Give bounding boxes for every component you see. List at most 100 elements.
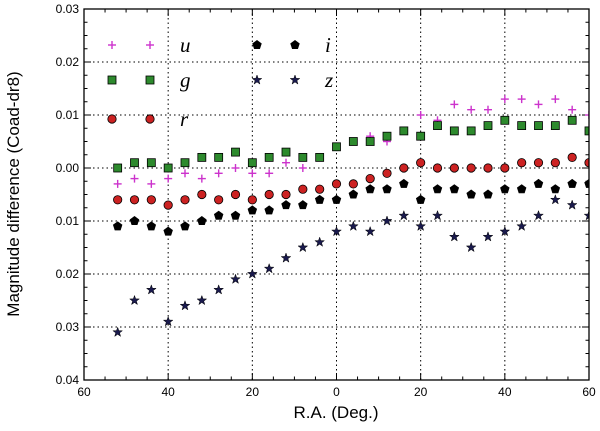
x-tick-label: 60 bbox=[77, 385, 91, 399]
point-r bbox=[416, 158, 426, 168]
point-g bbox=[113, 163, 123, 173]
x-tick-label: 20 bbox=[246, 385, 260, 399]
legend-marker-r bbox=[107, 114, 117, 124]
point-z bbox=[230, 273, 241, 284]
point-r bbox=[483, 163, 493, 173]
point-i bbox=[516, 184, 527, 194]
point-i bbox=[382, 184, 392, 194]
point-i bbox=[449, 184, 460, 194]
point-i bbox=[415, 194, 426, 204]
point-g bbox=[517, 121, 527, 130]
point-r bbox=[197, 189, 207, 200]
legend-entry-g: g bbox=[107, 68, 191, 92]
point-g bbox=[550, 121, 560, 130]
point-u bbox=[534, 100, 543, 109]
point-u bbox=[450, 100, 459, 109]
point-z bbox=[448, 231, 460, 242]
point-i bbox=[432, 184, 443, 194]
point-i bbox=[550, 184, 561, 194]
point-i bbox=[500, 184, 510, 194]
point-r bbox=[230, 189, 241, 200]
point-i bbox=[466, 189, 476, 199]
point-i bbox=[584, 178, 589, 188]
point-g bbox=[231, 147, 240, 157]
point-z bbox=[566, 199, 578, 210]
point-g bbox=[567, 115, 577, 125]
point-g bbox=[483, 121, 493, 130]
point-g bbox=[130, 158, 139, 168]
point-r bbox=[129, 195, 140, 205]
point-r bbox=[550, 158, 560, 168]
point-g bbox=[146, 158, 156, 168]
y-axis-title: Magnitude difference (Coad-dr8) bbox=[4, 71, 23, 316]
point-u bbox=[568, 105, 577, 114]
point-i bbox=[247, 205, 258, 215]
y-tick-label: 0.01 bbox=[56, 214, 80, 228]
legend-entry-r: r bbox=[107, 107, 189, 131]
point-i bbox=[213, 210, 224, 220]
point-i bbox=[331, 194, 342, 204]
point-g bbox=[247, 158, 257, 168]
point-u bbox=[585, 111, 589, 119]
series-g bbox=[113, 115, 589, 173]
grid bbox=[84, 9, 589, 380]
y-tick-labels: 0.04 0.03 0.02 0.01 0.00 0.01 0.02 0.03 bbox=[56, 2, 80, 387]
point-g bbox=[281, 147, 291, 157]
point-g bbox=[348, 137, 358, 146]
plot-frame bbox=[83, 8, 590, 381]
point-g bbox=[180, 158, 190, 168]
point-z bbox=[314, 236, 326, 247]
y-tick-label: 0.03 bbox=[56, 320, 80, 334]
point-u bbox=[467, 105, 476, 114]
series-z bbox=[112, 194, 589, 337]
x-tick-labels: 60 40 20 0 20 40 60 bbox=[77, 385, 596, 399]
legend-label-u: u bbox=[180, 33, 191, 57]
y-tick-label: 0.04 bbox=[56, 373, 80, 387]
x-tick-label: 0 bbox=[333, 385, 340, 399]
point-u bbox=[500, 95, 509, 104]
point-z bbox=[482, 231, 494, 242]
legend-entry-i: i bbox=[252, 33, 331, 57]
point-u bbox=[416, 111, 425, 119]
x-tick-label: 40 bbox=[498, 385, 512, 399]
point-g bbox=[332, 142, 341, 152]
legend-marker-r bbox=[145, 114, 155, 124]
point-i bbox=[348, 189, 359, 199]
legend-marker-z bbox=[251, 74, 263, 85]
legend: ugr iz bbox=[107, 33, 333, 131]
point-z bbox=[583, 209, 589, 221]
point-z bbox=[432, 209, 443, 221]
point-z bbox=[297, 241, 309, 253]
point-r bbox=[113, 195, 123, 205]
x-tick-label: 40 bbox=[161, 385, 175, 399]
point-g bbox=[382, 131, 392, 141]
point-i bbox=[298, 200, 308, 210]
point-g bbox=[416, 131, 426, 141]
point-i bbox=[163, 226, 173, 236]
point-i bbox=[483, 189, 493, 199]
legend-label-g: g bbox=[180, 68, 191, 92]
point-r bbox=[365, 174, 375, 184]
legend-marker-i bbox=[290, 40, 300, 50]
point-r bbox=[163, 200, 173, 210]
point-r bbox=[247, 195, 257, 205]
point-z bbox=[347, 220, 359, 231]
series-i bbox=[112, 178, 589, 236]
legend-entry-u: u bbox=[108, 33, 191, 57]
point-u bbox=[298, 164, 307, 172]
point-i bbox=[129, 216, 140, 226]
point-z bbox=[499, 225, 511, 237]
point-i bbox=[230, 210, 241, 220]
point-r bbox=[281, 189, 291, 200]
point-g bbox=[466, 126, 476, 136]
point-u bbox=[164, 174, 173, 183]
legend-marker-u bbox=[146, 41, 154, 49]
point-i bbox=[365, 184, 375, 194]
y-tick-label: 0.02 bbox=[56, 55, 80, 69]
point-z bbox=[533, 209, 544, 221]
data-points bbox=[112, 95, 589, 337]
point-z bbox=[246, 268, 258, 279]
point-z bbox=[179, 300, 191, 311]
point-z bbox=[112, 326, 124, 337]
